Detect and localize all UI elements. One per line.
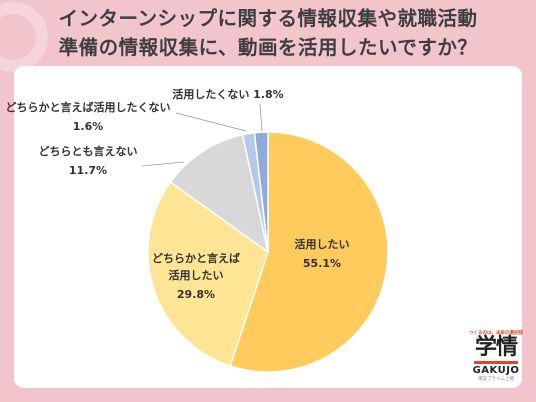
pie-slice [169, 133, 270, 254]
logo-mark: 学情 [474, 335, 518, 360]
slice-value-label: 29.8% [177, 288, 215, 301]
title-line-1: インターンシップに関する情報収集や就職活動 [58, 7, 478, 30]
page-title: インターンシップに関する情報収集や就職活動 準備の情報収集に、動画を活用したいで… [0, 4, 536, 62]
logo-bar [474, 361, 518, 364]
pie-slice [147, 181, 269, 367]
slice-label: どちらかと言えば活用したくない [6, 100, 171, 114]
logo-tagline: つくるのは、未来の選択肢 [469, 331, 523, 336]
leader-line [141, 161, 185, 167]
gakujo-logo: つくるのは、未来の選択肢 学情 GAKUJO 東証プライム上場 [468, 330, 524, 382]
slice-value-label: 55.1% [303, 257, 341, 270]
leader-line [175, 112, 247, 132]
slice-label: 活用したい [169, 268, 224, 282]
title-line-2: 準備の情報収集に、動画を活用したいですか？ [58, 36, 478, 59]
logo-brand: GAKUJO [472, 365, 520, 376]
slice-label: 活用したい [295, 237, 350, 251]
slice-value-label: 11.7% [69, 164, 107, 177]
pie-slice [253, 131, 269, 253]
pie-slice [229, 131, 389, 373]
slice-value-label: 1.6% [73, 120, 104, 133]
logo-sub: 東証プライム上場 [478, 377, 514, 382]
slice-label: どちらかと言えば [152, 251, 240, 265]
leader-line [259, 103, 263, 132]
slice-label: 活用したくない 1.8% [172, 87, 283, 101]
slice-label: どちらとも言えない [39, 144, 138, 158]
